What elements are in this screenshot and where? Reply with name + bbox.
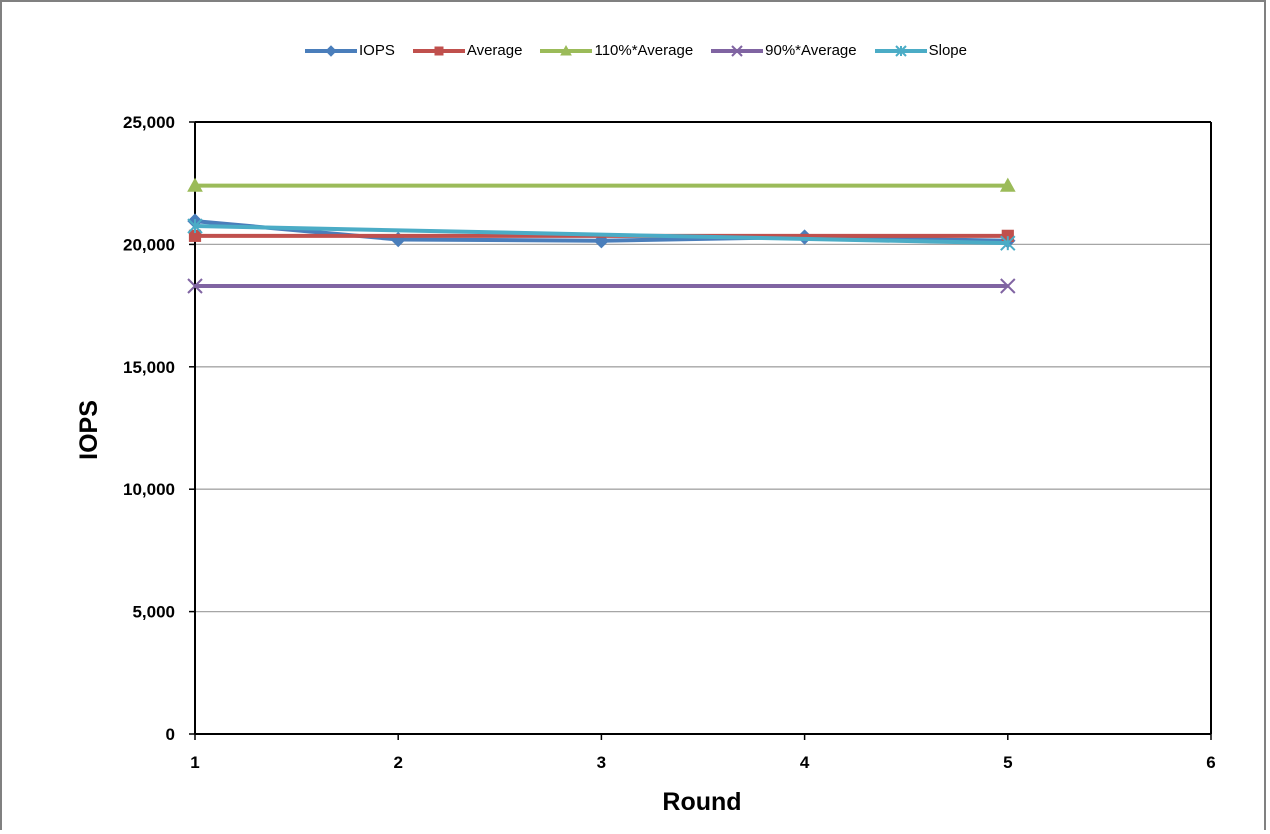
legend-swatch (874, 44, 927, 57)
series-group (187, 177, 1016, 294)
legend-label: Average (466, 42, 523, 59)
x-marker (187, 278, 203, 294)
y-tick-label: 15,000 (123, 358, 175, 377)
legend-label: IOPS (359, 42, 395, 59)
legend-swatch (305, 44, 357, 57)
legend-item: 110%*Average (538, 42, 693, 59)
legend-swatch (540, 44, 593, 55)
chart-legend: IOPS Average 110%*Average 90%*Average Slope (0, 42, 1270, 59)
x-tick-label: 1 (190, 753, 199, 772)
axes (189, 121, 1212, 740)
legend-label: 110%*Average (594, 42, 694, 59)
legend-swatch (711, 44, 764, 57)
x-tick-label: 4 (800, 753, 810, 772)
x-tick-label: 6 (1206, 753, 1215, 772)
y-tick-label: 10,000 (123, 480, 175, 499)
y-tick-label: 20,000 (123, 235, 175, 254)
x-marker (731, 44, 743, 57)
triangle-marker (187, 177, 203, 192)
x-marker-stroke (731, 44, 743, 57)
x-tick-label: 3 (597, 753, 606, 772)
star-marker (894, 44, 907, 57)
y-tick-label: 5,000 (132, 603, 175, 622)
series-110-average (187, 177, 1016, 192)
y-tick-label: 0 (166, 725, 175, 744)
series-90-average (187, 278, 1016, 294)
legend-label: 90%*Average (765, 42, 857, 59)
gridlines (195, 121, 1211, 613)
x-axis-title: Round (662, 788, 741, 816)
series-line (194, 224, 1008, 246)
triangle-marker (999, 177, 1016, 192)
y-tick-label: 25,000 (123, 113, 175, 132)
legend-item: Slope (873, 42, 967, 59)
legend-item: IOPS (303, 42, 395, 59)
diamond-marker (325, 44, 337, 57)
legend-label: Slope (928, 42, 967, 59)
legend-item: Average (411, 42, 523, 59)
x-tick-label: 2 (393, 753, 402, 772)
legend-item: 90%*Average (709, 42, 857, 59)
triangle-marker (560, 44, 573, 55)
y-axis-title: IOPS (75, 400, 103, 460)
legend-swatch (412, 46, 465, 55)
x-marker (1000, 278, 1016, 294)
x-marker-stroke (1000, 278, 1016, 294)
x-tick-label: 5 (1003, 753, 1012, 772)
x-marker-stroke (187, 278, 203, 294)
star-marker (187, 218, 203, 234)
tick-labels: 0 5,000 10,000 15,000 20,000 25,000 1 2 3 4 5 6 (123, 113, 1216, 772)
star-marker (1000, 235, 1016, 251)
square-marker (434, 46, 444, 55)
series-slope (187, 218, 1016, 251)
